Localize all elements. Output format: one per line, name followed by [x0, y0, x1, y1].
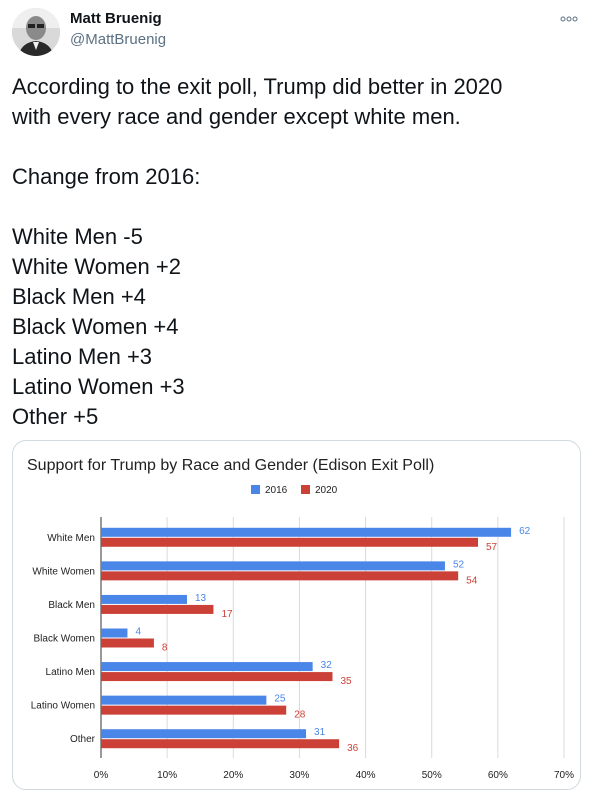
data-label: 32	[321, 660, 333, 671]
data-label: 13	[195, 593, 207, 604]
chart-grid	[100, 517, 565, 758]
tweet-line: White Men -5	[12, 224, 143, 249]
author-name[interactable]: Matt Bruenig	[70, 10, 162, 27]
legend-swatch	[301, 485, 310, 494]
bar	[101, 705, 287, 715]
chart-legend: 2016 2020	[251, 485, 338, 496]
data-label: 57	[486, 542, 498, 553]
tweet-line: Black Women +4	[12, 314, 179, 339]
bar	[101, 739, 340, 749]
x-tick-label: 10%	[157, 770, 177, 781]
x-tick-label: 0%	[94, 770, 109, 781]
tweet-line: Latino Women +3	[12, 374, 185, 399]
tweet-line: According to the exit poll, Trump did be…	[12, 74, 503, 99]
bar	[101, 695, 267, 705]
category-label: Latino Men	[46, 667, 95, 678]
bar	[101, 604, 214, 614]
data-label: 54	[466, 575, 478, 586]
bar	[101, 628, 128, 638]
avatar[interactable]	[12, 8, 60, 56]
data-label: 35	[341, 676, 353, 687]
data-label: 8	[162, 643, 168, 654]
x-tick-label: 50%	[422, 770, 442, 781]
avatar-photo	[12, 8, 60, 56]
bar	[101, 527, 512, 537]
more-icon	[560, 16, 578, 22]
bar	[101, 561, 445, 571]
bar	[101, 729, 307, 739]
bar	[101, 638, 154, 648]
tweet-text: According to the exit poll, Trump did be…	[12, 72, 588, 432]
data-label: 4	[135, 627, 141, 638]
tweet-line-break	[12, 192, 588, 222]
tweet-line-break	[12, 132, 588, 162]
x-tick-label: 40%	[356, 770, 376, 781]
data-label: 28	[294, 710, 306, 721]
legend-label: 2016	[265, 485, 288, 496]
data-label: 62	[519, 526, 531, 537]
legend-label: 2020	[315, 485, 338, 496]
tweet-line: Change from 2016:	[12, 164, 201, 189]
tweet-line: with every race and gender except white …	[12, 104, 461, 129]
data-label: 17	[221, 609, 233, 620]
chart-title: Support for Trump by Race and Gender (Ed…	[27, 457, 434, 474]
category-label: Latino Women	[31, 701, 95, 712]
category-label: Other	[70, 734, 96, 745]
more-options-button[interactable]	[556, 8, 582, 30]
tweet-chart-image[interactable]: Support for Trump by Race and Gender (Ed…	[12, 440, 581, 790]
bar	[101, 571, 459, 581]
category-label: White Men	[47, 533, 95, 544]
data-label: 25	[274, 694, 286, 705]
bar	[101, 594, 187, 604]
x-tick-label: 60%	[488, 770, 508, 781]
tweet-line: Black Men +4	[12, 284, 146, 309]
bar	[101, 537, 479, 547]
chart-category-labels: White Men White Women Black Men Black Women…	[31, 533, 96, 745]
bar	[101, 662, 313, 672]
tweet-line: White Women +2	[12, 254, 181, 279]
tweet-line: Latino Men +3	[12, 344, 153, 369]
tweet-line: Other +5	[12, 404, 99, 429]
data-label: 31	[314, 727, 326, 738]
data-label: 52	[453, 559, 465, 570]
x-tick-label: 30%	[289, 770, 309, 781]
category-label: Black Men	[48, 600, 95, 611]
x-tick-label: 70%	[554, 770, 574, 781]
chart-x-tick-labels: 0% 10% 20% 30% 40% 50% 60% 70%	[94, 770, 574, 781]
category-label: Black Women	[33, 634, 95, 645]
author-handle[interactable]: @MattBruenig	[70, 31, 167, 48]
category-label: White Women	[32, 566, 95, 577]
data-label: 36	[347, 743, 359, 754]
bar-chart: Support for Trump by Race and Gender (Ed…	[27, 457, 574, 781]
bar	[101, 672, 333, 682]
legend-swatch	[251, 485, 260, 494]
x-tick-label: 20%	[223, 770, 243, 781]
